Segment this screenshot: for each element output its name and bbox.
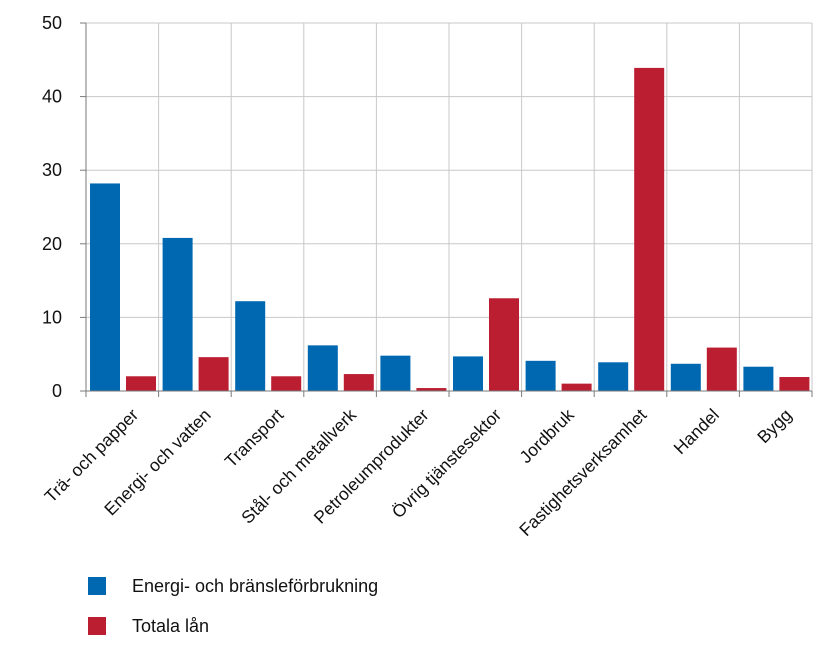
y-tick-label: 10 xyxy=(42,307,62,327)
legend-item-energy: Energi- och bränsleförbrukning xyxy=(88,566,378,606)
axes xyxy=(80,22,813,397)
bar-loans xyxy=(271,376,302,391)
bar-energy xyxy=(235,301,266,391)
bar-energy xyxy=(670,363,701,391)
x-tick-label: Bygg xyxy=(753,405,795,447)
bar-loans xyxy=(779,377,810,391)
legend: Energi- och bränsleförbrukning Totala lå… xyxy=(88,566,378,646)
bar-energy xyxy=(525,360,556,391)
bar-loans xyxy=(561,383,592,391)
bar-energy xyxy=(162,237,193,391)
x-tick-label: Fastighetsverksamhet xyxy=(515,405,650,540)
legend-item-loans: Totala lån xyxy=(88,606,378,646)
bar-energy xyxy=(598,362,629,391)
legend-swatch-loans xyxy=(88,617,106,635)
bar-loans xyxy=(706,347,737,391)
y-tick-label: 30 xyxy=(42,160,62,180)
x-tick-label: Transport xyxy=(221,405,288,472)
x-tick-label: Handel xyxy=(670,405,723,458)
bar-energy xyxy=(380,355,411,391)
x-tick-label: Jordbruk xyxy=(515,405,577,467)
bar-energy xyxy=(90,183,120,391)
bars xyxy=(90,67,810,392)
bar-energy xyxy=(307,345,338,391)
y-tick-labels: 0 10 20 30 40 50 xyxy=(42,13,62,401)
y-tick-label: 0 xyxy=(52,381,62,401)
y-tick-label: 20 xyxy=(42,234,62,254)
bar-loans xyxy=(416,388,447,391)
legend-swatch-energy xyxy=(88,577,106,595)
bar-loans xyxy=(634,67,665,392)
legend-label-loans: Totala lån xyxy=(132,615,210,636)
y-tick-label: 40 xyxy=(42,87,62,107)
bar-loans xyxy=(198,357,229,391)
bar-loans xyxy=(126,376,156,391)
legend-label-energy: Energi- och bränsleförbrukning xyxy=(132,575,379,596)
y-tick-label: 50 xyxy=(42,13,62,33)
gridlines xyxy=(86,22,813,391)
bar-energy xyxy=(743,366,774,391)
bar-loans xyxy=(489,298,519,391)
bar-loans xyxy=(343,374,374,391)
bar-energy xyxy=(453,356,483,391)
